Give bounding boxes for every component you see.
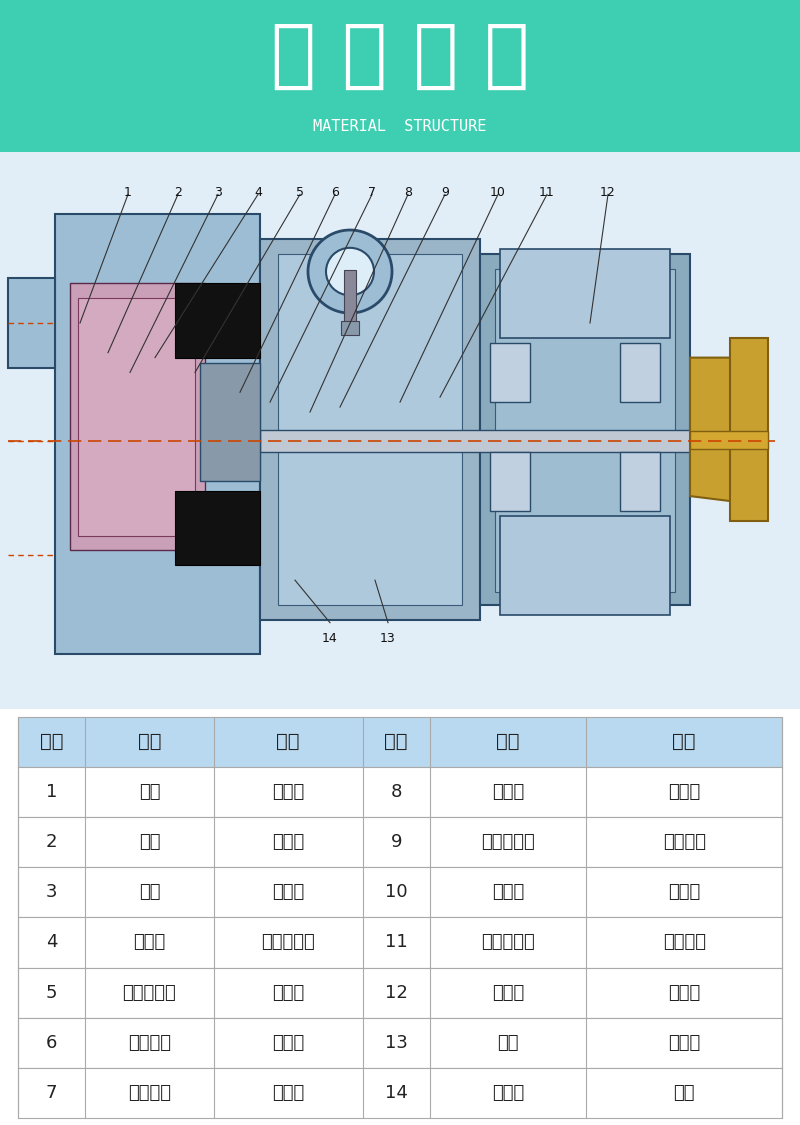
- Text: 13: 13: [380, 631, 396, 645]
- Bar: [18, 1068, 782, 1118]
- Text: 9: 9: [441, 187, 449, 199]
- Bar: [620, 451, 660, 511]
- Bar: [500, 249, 670, 338]
- Text: 磁体组件: 磁体组件: [662, 834, 706, 852]
- Text: 组合件: 组合件: [668, 983, 700, 1001]
- Text: 4: 4: [254, 187, 262, 199]
- Text: 名称: 名称: [138, 732, 161, 752]
- Text: 隔离套: 隔离套: [492, 883, 524, 901]
- Bar: [620, 343, 660, 402]
- Bar: [18, 917, 782, 967]
- Text: 1: 1: [124, 187, 132, 199]
- Bar: [18, 867, 782, 917]
- Polygon shape: [55, 214, 260, 655]
- Text: 10: 10: [490, 187, 506, 199]
- Text: MATERIAL  STRUCTURE: MATERIAL STRUCTURE: [314, 118, 486, 134]
- Polygon shape: [480, 254, 690, 605]
- Text: 8: 8: [390, 783, 402, 801]
- Text: 内磁钢总成: 内磁钢总成: [482, 934, 535, 952]
- Bar: [690, 431, 768, 449]
- Text: 2: 2: [174, 187, 182, 199]
- Text: 轴承体: 轴承体: [492, 783, 524, 801]
- Bar: [260, 430, 690, 451]
- Bar: [18, 1018, 782, 1068]
- Bar: [490, 343, 530, 402]
- Text: 聚四氟乙烯: 聚四氟乙烯: [261, 934, 315, 952]
- Text: 前后轴承: 前后轴承: [128, 1034, 171, 1052]
- Text: 3: 3: [214, 187, 222, 199]
- Text: 9: 9: [390, 834, 402, 852]
- Text: 前后止推环: 前后止推环: [122, 983, 176, 1001]
- Text: 14: 14: [322, 631, 338, 645]
- Polygon shape: [730, 338, 768, 521]
- Text: 材 料 结 构: 材 料 结 构: [271, 20, 529, 92]
- Text: 不锈钢: 不锈钢: [272, 883, 304, 901]
- Text: 4: 4: [46, 934, 58, 952]
- Text: 碳化钨: 碳化钨: [272, 1083, 304, 1101]
- Text: 6: 6: [46, 1034, 58, 1052]
- Text: 不锈钢: 不锈钢: [668, 883, 700, 901]
- Text: 5: 5: [46, 983, 58, 1001]
- Text: 14: 14: [385, 1083, 408, 1101]
- Bar: [341, 321, 359, 335]
- Bar: [500, 516, 670, 614]
- Text: 碳石墨: 碳石墨: [272, 1034, 304, 1052]
- Text: 11: 11: [385, 934, 407, 952]
- Text: 13: 13: [385, 1034, 408, 1052]
- Text: 不锈钢: 不锈钢: [272, 834, 304, 852]
- Text: 泵轴: 泵轴: [498, 1034, 519, 1052]
- Text: 密封圈: 密封圈: [134, 934, 166, 952]
- Text: 联接架: 联接架: [492, 1083, 524, 1101]
- Polygon shape: [495, 269, 675, 592]
- Text: 7: 7: [46, 1083, 58, 1101]
- Text: 碳化钨: 碳化钨: [272, 983, 304, 1001]
- Text: 不锈钢: 不锈钢: [272, 783, 304, 801]
- Circle shape: [326, 248, 374, 295]
- Polygon shape: [8, 279, 55, 368]
- Text: 外磁钢总成: 外磁钢总成: [482, 834, 535, 852]
- Text: 5: 5: [296, 187, 304, 199]
- Bar: [344, 270, 356, 323]
- Text: 磁体组件: 磁体组件: [662, 934, 706, 952]
- Text: 不锈钢: 不锈钢: [668, 1034, 700, 1052]
- Text: 7: 7: [368, 187, 376, 199]
- Polygon shape: [690, 358, 750, 501]
- Text: 序号: 序号: [40, 732, 63, 752]
- Text: 名称: 名称: [496, 732, 520, 752]
- Text: 前后轴套: 前后轴套: [128, 1083, 171, 1101]
- Text: 材质: 材质: [276, 732, 300, 752]
- Text: 叶轮: 叶轮: [138, 883, 160, 901]
- Bar: [175, 284, 260, 358]
- Text: 静环: 静环: [138, 834, 160, 852]
- Text: 铸铁: 铸铁: [674, 1083, 695, 1101]
- Polygon shape: [278, 254, 462, 605]
- Text: 12: 12: [385, 983, 408, 1001]
- Text: 3: 3: [46, 883, 58, 901]
- Text: 材质: 材质: [673, 732, 696, 752]
- Circle shape: [308, 229, 392, 313]
- Text: 2: 2: [46, 834, 58, 852]
- Bar: [200, 362, 260, 482]
- Text: 11: 11: [539, 187, 555, 199]
- Bar: [18, 767, 782, 817]
- Bar: [18, 717, 782, 767]
- Text: 不锈钢: 不锈钢: [668, 783, 700, 801]
- Text: 8: 8: [404, 187, 412, 199]
- Text: 12: 12: [600, 187, 616, 199]
- Polygon shape: [78, 298, 195, 536]
- Text: 泵体: 泵体: [138, 783, 160, 801]
- Text: 1: 1: [46, 783, 58, 801]
- Bar: [18, 817, 782, 867]
- Text: 序号: 序号: [385, 732, 408, 752]
- Polygon shape: [260, 238, 480, 620]
- Bar: [18, 968, 782, 1018]
- Text: 10: 10: [385, 883, 407, 901]
- Text: 冷却箱: 冷却箱: [492, 983, 524, 1001]
- Polygon shape: [70, 284, 205, 550]
- Bar: [175, 492, 260, 566]
- Text: 6: 6: [331, 187, 339, 199]
- Bar: [490, 451, 530, 511]
